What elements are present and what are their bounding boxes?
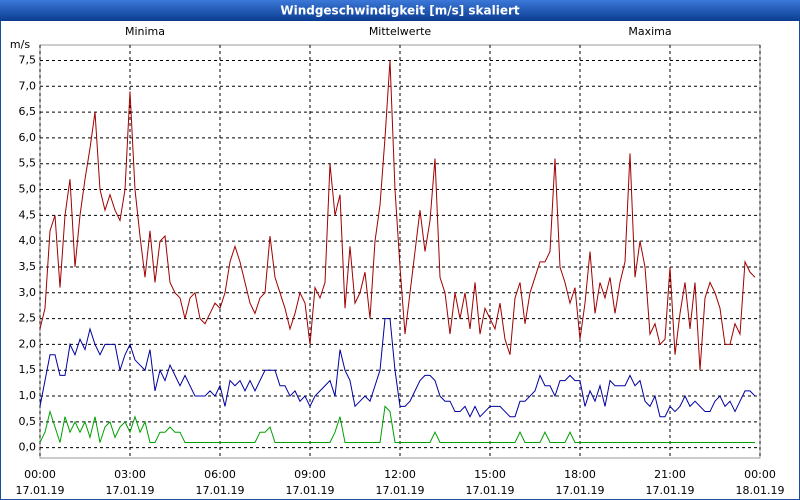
legend-label: Maxima	[628, 25, 671, 38]
y-tick-label: 2,5	[19, 312, 37, 325]
x-tick-label: 06:00	[204, 468, 236, 481]
x-tick-label: 09:00	[294, 468, 326, 481]
y-tick-label: 1,0	[19, 389, 37, 402]
y-tick-label: 7,0	[19, 79, 37, 92]
y-tick-label: 3,0	[19, 286, 37, 299]
x-tick-date: 17.01.19	[286, 484, 335, 497]
y-tick-label: 5,5	[19, 157, 37, 170]
y-tick-label: 1,5	[19, 363, 37, 376]
y-tick-label: 4,0	[19, 234, 37, 247]
x-tick-label: 15:00	[474, 468, 506, 481]
x-tick-label: 03:00	[114, 468, 146, 481]
y-tick-label: 0,0	[19, 441, 37, 454]
y-tick-label: 5,0	[19, 183, 37, 196]
x-tick-date: 17.01.19	[106, 484, 155, 497]
y-tick-label: 7,5	[19, 53, 37, 66]
x-tick-label: 21:00	[654, 468, 686, 481]
series-line	[39, 60, 756, 371]
y-tick-label: 6,0	[19, 131, 37, 144]
y-tick-label: 4,5	[19, 208, 37, 221]
x-tick-date: 17.01.19	[466, 484, 515, 497]
title-bar	[0, 0, 800, 21]
x-tick-date: 17.01.19	[646, 484, 695, 497]
y-tick-label: 6,5	[19, 105, 37, 118]
x-tick-label: 18:00	[564, 468, 596, 481]
x-tick-date: 17.01.19	[196, 484, 245, 497]
x-tick-date: 17.01.19	[376, 484, 425, 497]
legend-label: Minima	[125, 25, 165, 38]
y-tick-label: 0,5	[19, 415, 37, 428]
legend-label: Mittelwerte	[369, 25, 432, 38]
series-line	[39, 405, 755, 444]
x-tick-date: 17.01.19	[16, 484, 65, 497]
y-axis-label: m/s	[10, 38, 30, 51]
x-tick-label: 00:00	[744, 468, 776, 481]
y-tick-label: 2,0	[19, 337, 37, 350]
chart-title: Windgeschwindigkeit [m/s] skaliert	[280, 4, 520, 18]
series-line	[39, 318, 756, 418]
x-tick-label: 12:00	[384, 468, 416, 481]
x-tick-label: 00:00	[24, 468, 56, 481]
x-tick-date: 18.01.19	[736, 484, 785, 497]
y-tick-label: 3,5	[19, 260, 37, 273]
x-tick-date: 17.01.19	[556, 484, 605, 497]
